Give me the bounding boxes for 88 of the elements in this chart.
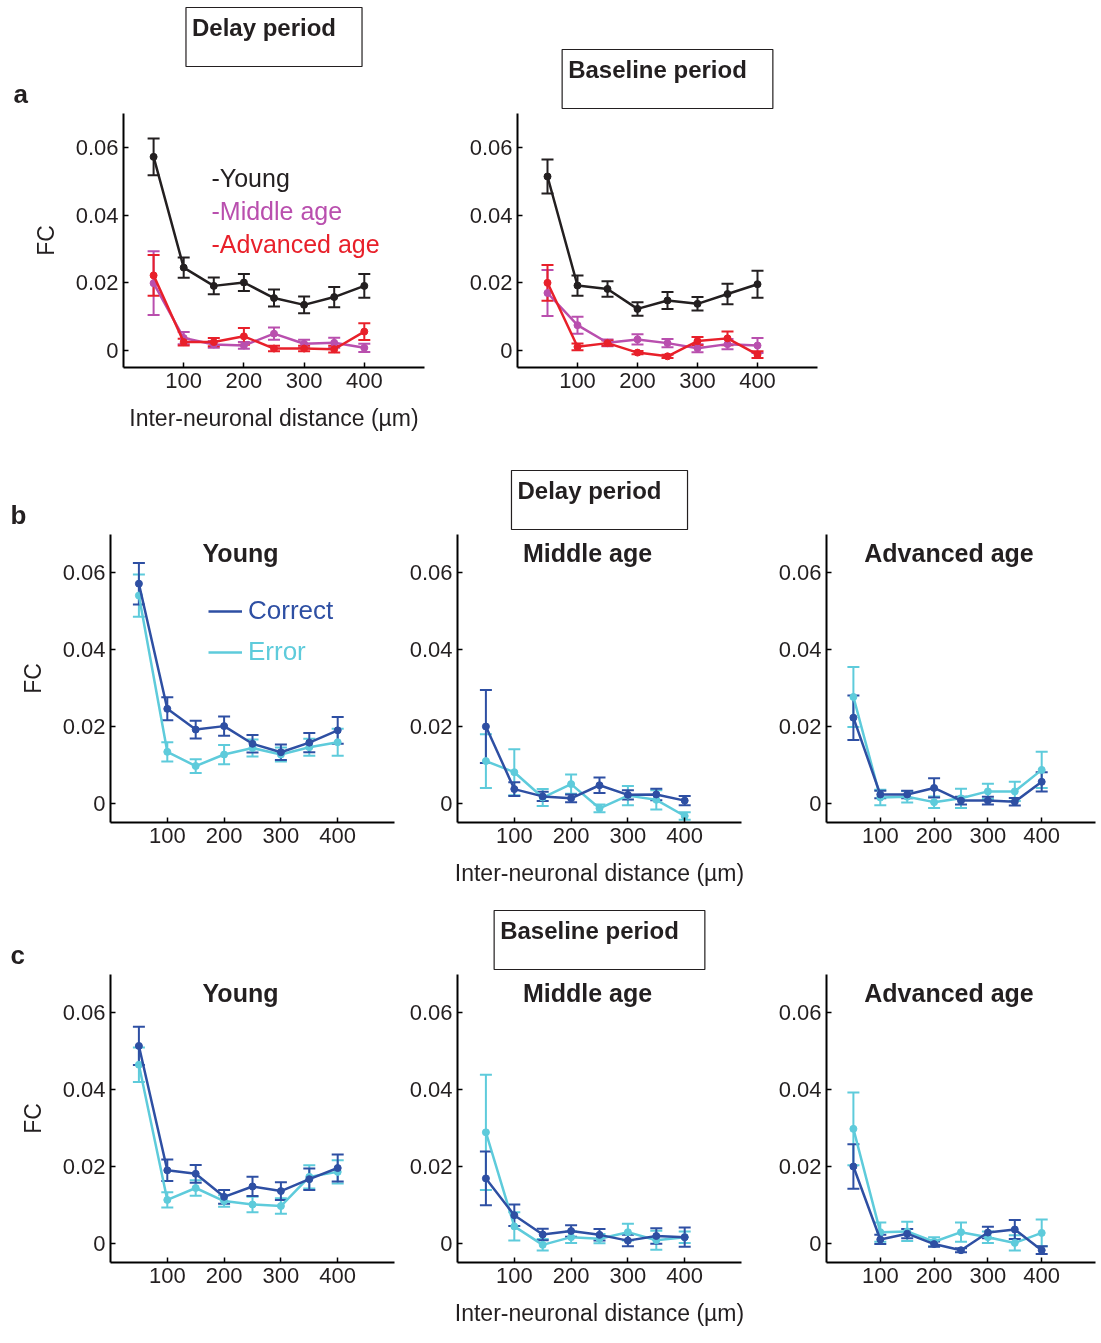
x-tick-label: 300 — [969, 822, 1007, 848]
y-tick-label: 0 — [440, 790, 453, 816]
y-tick-label: 0.02 — [409, 1154, 453, 1179]
y-tick-label: 0.04 — [409, 1077, 453, 1103]
text: b — [10, 499, 27, 530]
x-tick-label: 200 — [915, 1262, 953, 1288]
x-axis-title: Inter-neuronal distance (µm) — [454, 1299, 745, 1326]
text: a — [13, 78, 29, 109]
legend-label: Correct — [248, 595, 334, 626]
x-tick-label: 200 — [205, 1262, 243, 1288]
text: -Middle age — [211, 196, 343, 225]
y-tick-label: 0.02 — [469, 270, 513, 296]
legend-label: Error — [248, 636, 306, 667]
chart-title: Advanced age — [864, 978, 1034, 1007]
y-tick-label: 0.02 — [409, 714, 453, 739]
y-tick-label: 0.02 — [62, 714, 106, 739]
y-tick-label: 0 — [106, 338, 119, 364]
y-tick-label: 0.02 — [778, 714, 822, 739]
x-tick-label: 200 — [552, 1262, 590, 1288]
x-tick-label: 100 — [559, 367, 596, 393]
chart-title: Baseline period — [568, 55, 747, 83]
x-tick-label: 100 — [495, 1262, 533, 1288]
x-tick-label: 400 — [739, 367, 776, 393]
x-tick-label: 100 — [861, 822, 899, 848]
y-tick-label: 0 — [500, 338, 513, 364]
x-tick-label: 300 — [969, 1262, 1007, 1288]
y-tick-label: 0.04 — [409, 637, 453, 663]
x-tick-label: 300 — [609, 1262, 647, 1288]
y-tick-label: 0 — [93, 1230, 106, 1256]
chart-title: Young — [202, 978, 279, 1007]
y-tick-label: 0.04 — [778, 637, 822, 663]
x-tick-label: 200 — [552, 822, 590, 848]
x-tick-label: 300 — [262, 822, 300, 848]
text: c — [10, 939, 25, 970]
chart-title: Middle age — [522, 538, 653, 567]
chart-title: Young — [202, 538, 279, 567]
chart-subtitle: Delay period — [517, 476, 662, 504]
x-tick-label: 100 — [165, 367, 203, 393]
x-tick-label: 400 — [666, 1262, 704, 1288]
series-label: -Young — [211, 163, 290, 192]
x-tick-label: 300 — [679, 367, 716, 393]
text: -Advanced age — [211, 229, 380, 258]
y-tick-label: 0 — [440, 1230, 453, 1256]
y-tick-label: 0.06 — [62, 560, 106, 586]
x-tick-label: 200 — [205, 822, 243, 848]
y-tick-label: 0.06 — [469, 134, 513, 160]
y-tick-label: 0 — [809, 790, 822, 816]
y-tick-label: 0.04 — [62, 1077, 106, 1103]
x-tick-label: 100 — [861, 1262, 899, 1288]
x-tick-label: 300 — [285, 367, 323, 393]
y-tick-label: 0.06 — [778, 1000, 822, 1026]
y-tick-label: 0.04 — [62, 637, 106, 663]
y-tick-label: 0.06 — [75, 134, 119, 160]
x-axis-title: Inter-neuronal distance (µm) — [129, 404, 419, 431]
chart-subtitle: Baseline period — [500, 916, 679, 944]
y-axis-title: FC — [19, 663, 46, 694]
y-tick-label: 0.04 — [778, 1077, 822, 1103]
y-tick-label: 0.06 — [778, 560, 822, 586]
y-tick-label: 0 — [93, 790, 106, 816]
x-tick-label: 400 — [319, 822, 357, 848]
y-tick-label: 0.04 — [469, 202, 513, 228]
chart-title: Middle age — [522, 978, 653, 1007]
x-tick-label: 200 — [225, 367, 263, 393]
x-tick-label: 100 — [148, 822, 186, 848]
x-tick-label: 200 — [915, 822, 953, 848]
y-tick-label: 0.06 — [409, 1000, 453, 1026]
x-tick-label: 400 — [666, 822, 704, 848]
y-tick-label: 0.06 — [409, 560, 453, 586]
x-tick-label: 400 — [1023, 1262, 1061, 1288]
x-tick-label: 400 — [319, 1262, 357, 1288]
y-axis-title: FC — [19, 1103, 46, 1134]
y-tick-label: 0.04 — [75, 202, 119, 228]
x-tick-label: 400 — [1023, 822, 1061, 848]
x-tick-label: 300 — [262, 1262, 300, 1288]
x-tick-label: 100 — [148, 1262, 186, 1288]
y-tick-label: 0.06 — [62, 1000, 106, 1026]
x-tick-label: 400 — [345, 367, 383, 393]
chart-title: Delay period — [191, 13, 337, 41]
y-tick-label: 0 — [809, 1230, 822, 1256]
x-tick-label: 100 — [495, 822, 533, 848]
y-axis-title: FC — [32, 225, 59, 256]
y-tick-label: 0.02 — [778, 1154, 822, 1179]
x-axis-title: Inter-neuronal distance (µm) — [454, 859, 745, 886]
chart-title: Advanced age — [864, 538, 1034, 567]
y-tick-label: 0.02 — [62, 1154, 106, 1179]
x-tick-label: 300 — [609, 822, 647, 848]
x-tick-label: 200 — [619, 367, 656, 393]
y-tick-label: 0.02 — [75, 270, 119, 296]
